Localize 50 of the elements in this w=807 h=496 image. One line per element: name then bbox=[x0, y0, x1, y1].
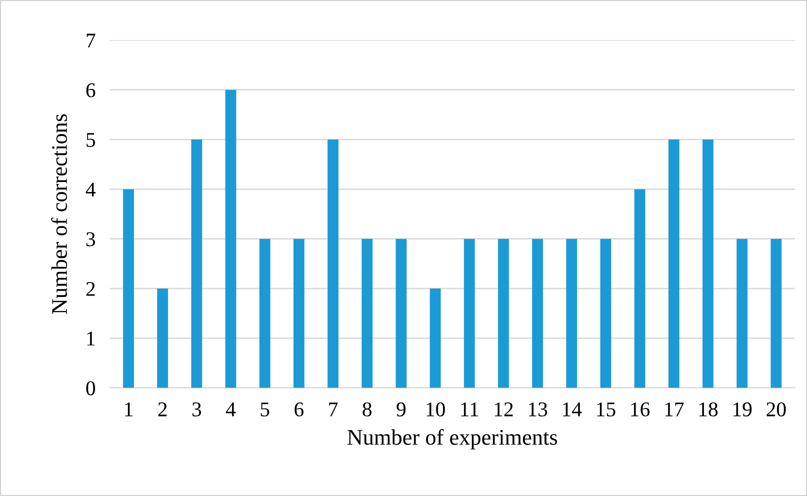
bar bbox=[328, 140, 338, 388]
bar bbox=[634, 189, 646, 388]
x-tick-label: 5 bbox=[260, 402, 270, 416]
x-tick-label: 10 bbox=[426, 402, 445, 416]
y-tick-label: 3 bbox=[86, 232, 96, 246]
bar bbox=[123, 189, 134, 388]
bar bbox=[293, 238, 304, 388]
bar bbox=[736, 238, 748, 388]
x-axis-title: Number of experiments bbox=[347, 428, 558, 450]
y-tick-label: 5 bbox=[86, 133, 96, 147]
bar bbox=[532, 238, 543, 388]
y-tick-label: 4 bbox=[86, 182, 96, 196]
x-tick-label: 6 bbox=[294, 402, 304, 416]
bar bbox=[191, 140, 202, 388]
bar bbox=[464, 238, 475, 388]
y-axis-title: Number of corrections bbox=[51, 114, 68, 314]
x-tick-label: 4 bbox=[226, 402, 236, 416]
bar bbox=[770, 238, 782, 388]
bar bbox=[259, 238, 270, 388]
bar bbox=[566, 238, 578, 388]
bar bbox=[702, 140, 714, 388]
bar bbox=[362, 238, 373, 388]
y-tick-label: 2 bbox=[86, 282, 95, 296]
bar bbox=[225, 90, 236, 388]
x-tick-label: 16 bbox=[631, 402, 650, 416]
y-tick-label: 0 bbox=[86, 381, 96, 396]
x-tick-label: 3 bbox=[192, 402, 202, 416]
x-tick-label: 9 bbox=[396, 402, 406, 416]
x-tick-label: 8 bbox=[362, 402, 372, 416]
bar bbox=[600, 238, 612, 388]
bar bbox=[668, 140, 680, 388]
x-tick-label: 18 bbox=[699, 402, 718, 416]
bar bbox=[396, 238, 407, 388]
x-tick-label: 14 bbox=[563, 402, 582, 416]
x-tick-label: 20 bbox=[766, 402, 786, 416]
x-tick-label: 2 bbox=[158, 402, 167, 416]
x-tick-label: 15 bbox=[597, 402, 616, 416]
bar bbox=[430, 288, 441, 388]
x-tick-label: 12 bbox=[494, 402, 513, 416]
x-tick-label: 19 bbox=[733, 402, 752, 416]
y-tick-label: 1 bbox=[87, 332, 95, 346]
bar bbox=[498, 238, 509, 388]
x-tick-label: 1 bbox=[125, 402, 132, 416]
bar bbox=[157, 288, 168, 388]
x-tick-label: 11 bbox=[461, 402, 478, 416]
x-tick-label: 17 bbox=[665, 402, 684, 416]
x-tick-label: 13 bbox=[528, 402, 548, 416]
y-tick-label: 7 bbox=[86, 34, 96, 48]
x-tick-label: 7 bbox=[329, 402, 338, 416]
y-tick-label: 6 bbox=[86, 83, 96, 98]
